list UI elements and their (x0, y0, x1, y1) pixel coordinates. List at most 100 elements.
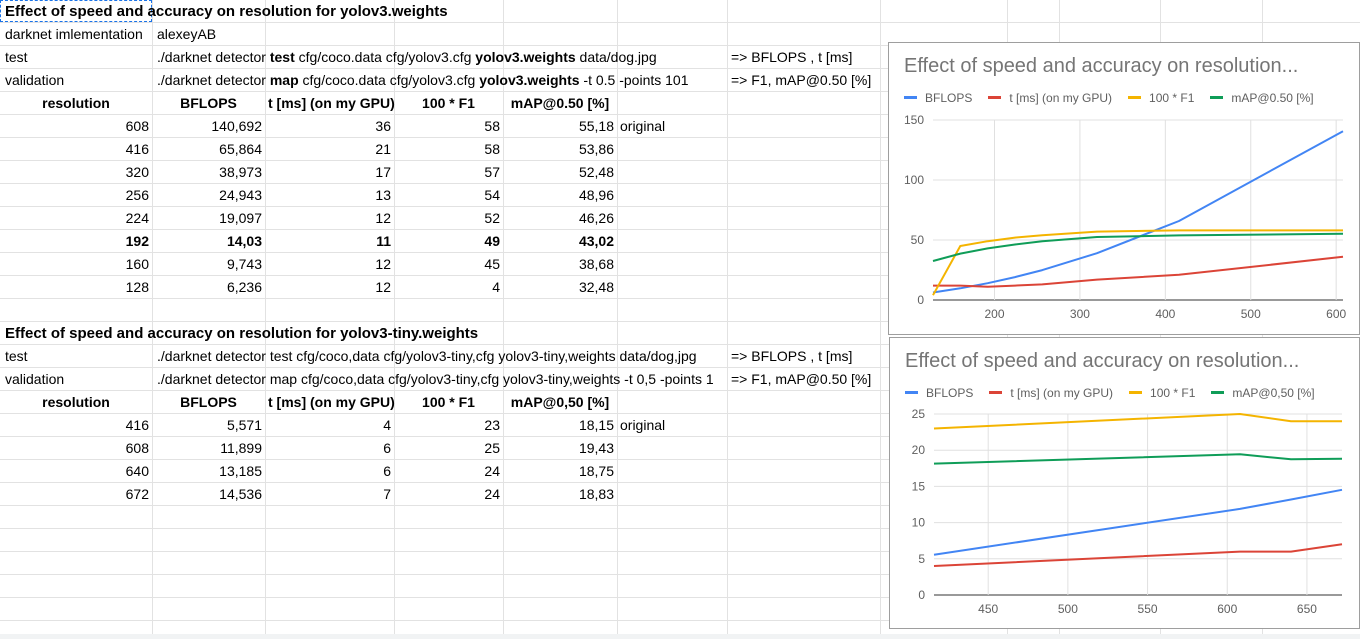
table-cell[interactable]: 12 (375, 210, 391, 226)
column-header[interactable]: BFLOPS (180, 95, 237, 111)
test-command-tiny[interactable]: ./darknet detector test cfg/coco,data cf… (157, 348, 697, 364)
table-cell[interactable]: 57 (484, 164, 500, 180)
test-command[interactable]: ./darknet detector test cfg/coco.data cf… (154, 46, 660, 69)
row-gridline (0, 252, 1360, 253)
row-gridline (0, 229, 1360, 230)
table-cell[interactable]: 45 (484, 256, 500, 272)
column-header[interactable]: resolution (42, 95, 110, 111)
column-header[interactable]: 100 * F1 (422, 95, 475, 111)
table-cell[interactable]: 48,96 (578, 187, 614, 203)
legend-item: mAP@0,50 [%] (1211, 386, 1315, 400)
table-cell[interactable]: 5,571 (226, 417, 262, 433)
table-cell[interactable]: 24 (484, 486, 500, 502)
chart-yolov3-tiny[interactable]: Effect of speed and accuracy on resoluti… (889, 337, 1360, 629)
legend-item: 100 * F1 (1128, 91, 1194, 105)
table-cell[interactable]: 53,86 (578, 141, 614, 157)
row-gridline (0, 482, 1360, 483)
column-header[interactable]: t [ms] (on my GPU) (268, 394, 395, 410)
table-cell[interactable]: 58 (484, 141, 500, 157)
table-cell[interactable]: 4 (383, 417, 391, 433)
table-cell[interactable]: 58 (484, 118, 500, 134)
table-cell[interactable]: 18,75 (578, 463, 614, 479)
table-cell[interactable]: 18,15 (578, 417, 614, 433)
validation-label[interactable]: validation (5, 72, 65, 88)
legend-label: BFLOPS (925, 91, 973, 105)
table-cell[interactable]: 65,864 (219, 141, 262, 157)
column-header[interactable]: t [ms] (on my GPU) (268, 95, 395, 111)
table-cell[interactable]: 24 (484, 463, 500, 479)
validation-command-tiny[interactable]: ./darknet detector map cfg/coco,data cfg… (157, 371, 714, 387)
test-label-tiny[interactable]: test (5, 348, 28, 364)
table-cell[interactable]: 32,48 (578, 279, 614, 295)
table-cell[interactable]: 9,743 (226, 256, 262, 272)
table-cell[interactable]: 7 (383, 486, 391, 502)
table-cell[interactable]: 13,185 (219, 463, 262, 479)
table-cell[interactable]: 672 (125, 486, 149, 502)
table-cell[interactable]: 608 (125, 118, 149, 134)
chart-yolov3[interactable]: Effect of speed and accuracy on resoluti… (888, 42, 1360, 335)
table-cell[interactable]: 608 (125, 440, 149, 456)
table-cell[interactable]: 49 (484, 233, 500, 249)
legend-label: t [ms] (on my GPU) (1009, 91, 1113, 105)
table-cell[interactable]: 18,83 (578, 486, 614, 502)
impl-value[interactable]: alexeyAB (157, 26, 217, 42)
horizontal-scrollbar[interactable] (0, 634, 1360, 639)
table-cell[interactable]: 6 (383, 463, 391, 479)
table-cell[interactable]: 19,097 (219, 210, 262, 226)
table-cell[interactable]: 140,692 (211, 118, 262, 134)
table-cell[interactable]: 38,68 (578, 256, 614, 272)
table-cell[interactable]: 160 (125, 256, 149, 272)
table-cell[interactable]: 46,26 (578, 210, 614, 226)
table-cell[interactable]: 416 (125, 141, 149, 157)
validation-label-tiny[interactable]: validation (5, 371, 65, 387)
table-cell[interactable]: 14,03 (226, 233, 262, 249)
table-cell[interactable]: 224 (125, 210, 149, 226)
section2-title[interactable]: Effect of speed and accuracy on resoluti… (5, 325, 479, 342)
table-cell[interactable]: 54 (484, 187, 500, 203)
table-cell[interactable]: 6,236 (226, 279, 262, 295)
table-cell[interactable]: 11,899 (220, 440, 262, 456)
validation-result-tiny[interactable]: => F1, mAP@0.50 [%] (731, 371, 872, 387)
table-cell[interactable]: 6 (383, 440, 391, 456)
table-cell[interactable]: 52 (484, 210, 500, 226)
validation-result[interactable]: => F1, mAP@0.50 [%] (731, 72, 872, 88)
table-cell[interactable]: 19,43 (578, 440, 614, 456)
table-cell[interactable]: 25 (484, 440, 500, 456)
table-cell[interactable]: 43,02 (578, 233, 614, 249)
legend-item: t [ms] (on my GPU) (988, 91, 1112, 105)
table-cell[interactable]: 128 (125, 279, 149, 295)
table-cell[interactable]: 21 (375, 141, 391, 157)
table-cell[interactable]: 11 (376, 233, 391, 249)
table-cell[interactable]: 24,943 (219, 187, 262, 203)
column-header[interactable]: 100 * F1 (422, 394, 475, 410)
table-cell[interactable]: 38,973 (219, 164, 262, 180)
impl-label[interactable]: darknet imlementation (5, 26, 143, 42)
row-note[interactable]: original (620, 118, 666, 134)
table-cell[interactable]: 12 (375, 279, 391, 295)
row-note[interactable]: original (620, 417, 666, 433)
section1-title[interactable]: Effect of speed and accuracy on resoluti… (5, 3, 448, 20)
table-cell[interactable]: 23 (484, 417, 500, 433)
column-header[interactable]: mAP@0,50 [%] (510, 394, 610, 410)
table-cell[interactable]: 55,18 (578, 118, 614, 134)
table-cell[interactable]: 256 (125, 187, 149, 203)
table-cell[interactable]: 320 (125, 164, 149, 180)
column-header[interactable]: BFLOPS (180, 394, 237, 410)
table-cell[interactable]: 4 (492, 279, 500, 295)
table-cell[interactable]: 416 (125, 417, 149, 433)
table-cell[interactable]: 36 (375, 118, 391, 134)
table-cell[interactable]: 12 (375, 256, 391, 272)
table-cell[interactable]: 52,48 (578, 164, 614, 180)
table-cell[interactable]: 640 (125, 463, 149, 479)
table-cell[interactable]: 192 (125, 233, 149, 249)
test-result-tiny[interactable]: => BFLOPS , t [ms] (731, 348, 853, 364)
validation-command[interactable]: ./darknet detector map cfg/coco.data cfg… (154, 69, 692, 92)
test-result[interactable]: => BFLOPS , t [ms] (731, 49, 853, 65)
table-cell[interactable]: 14,536 (219, 486, 262, 502)
column-header[interactable]: resolution (42, 394, 110, 410)
test-label[interactable]: test (5, 49, 28, 65)
table-cell[interactable]: 13 (375, 187, 391, 203)
column-header[interactable]: mAP@0.50 [%] (510, 95, 610, 111)
table-cell[interactable]: 17 (375, 164, 391, 180)
